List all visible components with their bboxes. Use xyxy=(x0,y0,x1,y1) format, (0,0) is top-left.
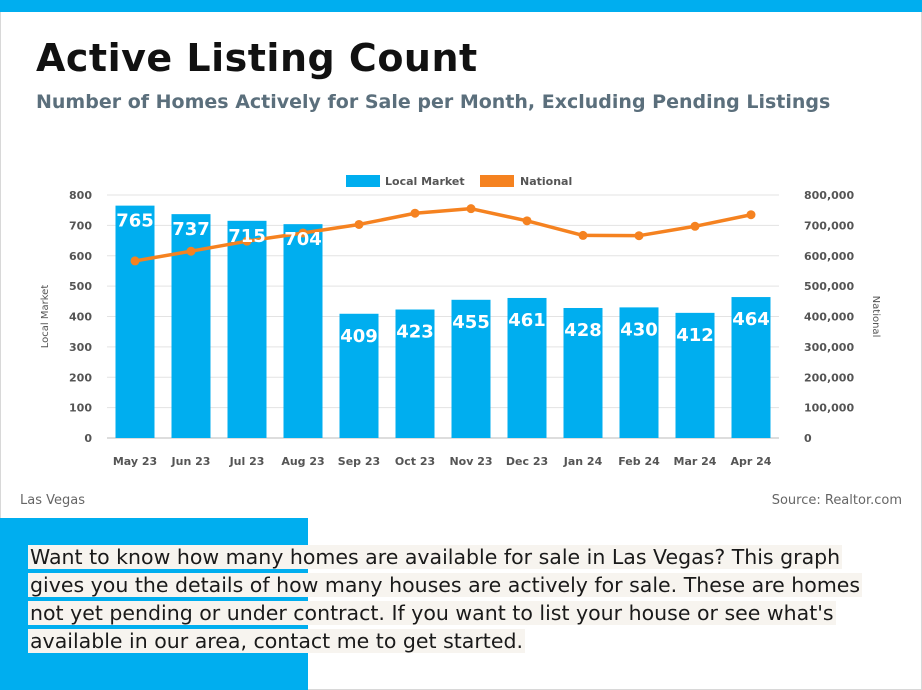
bar-local-market xyxy=(507,297,547,438)
description-highlight: Want to know how many homes are availabl… xyxy=(28,545,863,653)
legend-label-local-market: Local Market xyxy=(385,175,465,188)
bar-data-label: 737 xyxy=(172,219,210,240)
bar-local-market xyxy=(451,299,491,438)
x-tick-label: Dec 23 xyxy=(506,455,548,468)
legend-label-national: National xyxy=(520,175,572,188)
bar-data-label: 464 xyxy=(732,309,770,330)
x-tick-label: Jul 23 xyxy=(229,455,265,468)
bar-data-label: 461 xyxy=(508,310,546,331)
bar-local-market xyxy=(563,307,603,438)
national-point xyxy=(410,208,420,218)
bar-local-market xyxy=(395,309,435,438)
y-tick-label-left: 300 xyxy=(69,341,92,354)
national-point xyxy=(746,210,756,220)
top-accent-bar xyxy=(0,0,922,12)
y-axis-label-right: National xyxy=(870,296,881,338)
y-tick-label-left: 0 xyxy=(84,432,92,445)
bar-local-market xyxy=(675,312,715,438)
y-tick-label-left: 400 xyxy=(69,311,92,324)
national-point xyxy=(186,246,196,256)
y-axis-label-left: Local Market xyxy=(40,285,51,349)
source-label: Source: Realtor.com xyxy=(771,493,902,508)
bar-local-market xyxy=(227,220,267,438)
bar-data-label: 715 xyxy=(228,226,266,247)
page-subtitle: Number of Homes Actively for Sale per Mo… xyxy=(36,91,831,113)
y-tick-label-left: 800 xyxy=(69,189,92,202)
x-tick-label: Oct 23 xyxy=(395,455,435,468)
y-tick-label-left: 500 xyxy=(69,280,92,293)
x-tick-label: May 23 xyxy=(113,455,157,468)
y-tick-label-left: 200 xyxy=(69,371,92,384)
page-title: Active Listing Count xyxy=(36,36,478,80)
y-tick-label-left: 100 xyxy=(69,402,92,415)
bar-data-label: 423 xyxy=(396,322,434,343)
national-point xyxy=(466,204,476,214)
bar-local-market xyxy=(283,224,323,438)
location-label: Las Vegas xyxy=(20,493,85,508)
national-point xyxy=(690,221,700,231)
x-tick-label: Apr 24 xyxy=(731,455,772,468)
national-series-line xyxy=(134,206,752,263)
bar-local-market xyxy=(731,297,771,438)
national-point xyxy=(354,219,364,229)
national-point xyxy=(634,231,644,241)
national-point xyxy=(578,230,588,240)
national-point xyxy=(298,228,308,238)
national-point xyxy=(522,216,532,226)
legend-swatch-national xyxy=(480,175,514,187)
bar-data-label: 430 xyxy=(620,319,658,340)
legend-swatch-local-market xyxy=(346,175,380,187)
national-point xyxy=(130,256,140,266)
bar-local-market xyxy=(115,205,155,438)
x-tick-label: Feb 24 xyxy=(618,455,660,468)
y-tick-label-right: 700,000 xyxy=(804,219,854,232)
y-tick-label-right: 200,000 xyxy=(804,371,854,384)
y-tick-label-right: 600,000 xyxy=(804,250,854,263)
y-tick-label-right: 500,000 xyxy=(804,280,854,293)
y-tick-label-right: 300,000 xyxy=(804,341,854,354)
y-tick-label-right: 100,000 xyxy=(804,402,854,415)
y-tick-label-right: 0 xyxy=(804,432,812,445)
y-tick-label-left: 700 xyxy=(69,219,92,232)
y-tick-label-right: 400,000 xyxy=(804,311,854,324)
x-tick-label: Jan 24 xyxy=(563,455,603,468)
x-tick-label: Sep 23 xyxy=(338,455,380,468)
bar-data-label: 704 xyxy=(284,229,322,250)
x-tick-label: Nov 23 xyxy=(449,455,492,468)
x-tick-label: Jun 23 xyxy=(171,455,211,468)
national-point xyxy=(242,236,252,246)
y-tick-label-right: 800,000 xyxy=(804,189,854,202)
x-tick-label: Aug 23 xyxy=(281,455,324,468)
bar-data-label: 412 xyxy=(676,325,714,346)
description-text: Want to know how many homes are availabl… xyxy=(28,543,892,655)
bar-local-market xyxy=(619,307,659,438)
bar-data-label: 409 xyxy=(340,326,378,347)
bar-data-label: 428 xyxy=(564,320,602,341)
bar-data-label: 765 xyxy=(116,211,154,232)
bar-local-market xyxy=(339,313,379,438)
bar-data-label: 455 xyxy=(452,312,490,333)
y-tick-label-left: 600 xyxy=(69,250,92,263)
active-listing-chart: 0 100 200 300 400 500 600 700 800 0 100,000 200,000… xyxy=(40,175,881,468)
x-tick-label: Mar 24 xyxy=(674,455,717,468)
